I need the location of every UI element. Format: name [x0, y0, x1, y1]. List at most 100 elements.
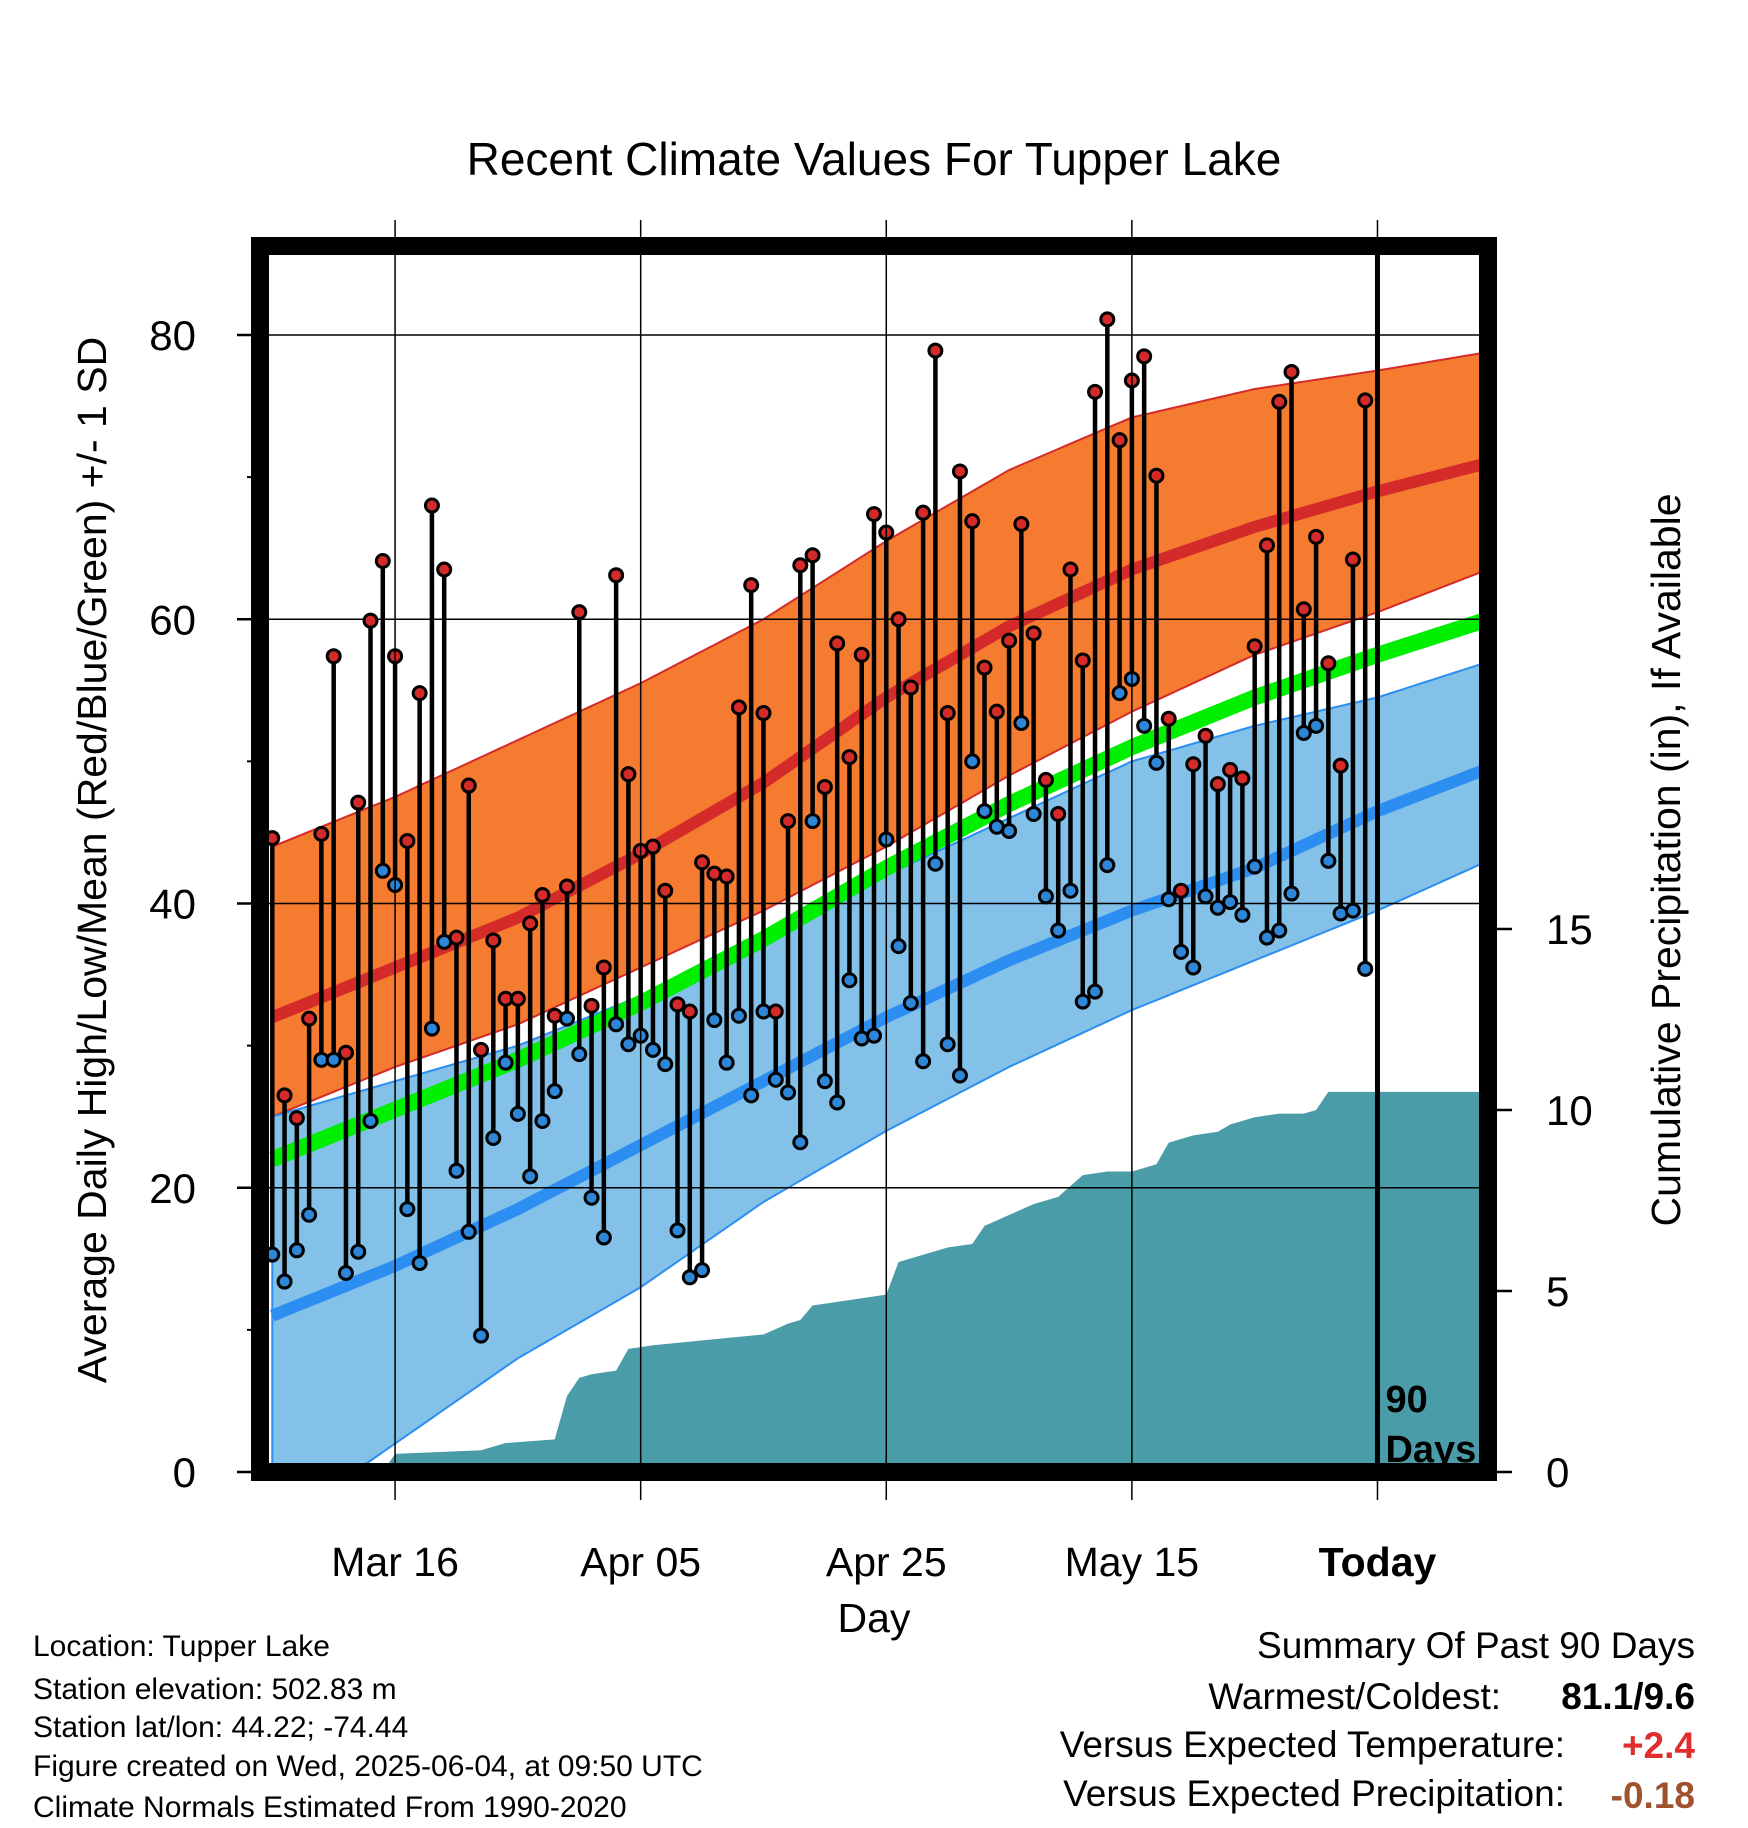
daily-high-point — [509, 990, 526, 1007]
daily-high-point — [841, 749, 858, 766]
daily-low-point — [1271, 922, 1288, 939]
daily-high-point — [718, 868, 735, 885]
daily-high-point — [1222, 761, 1239, 778]
daily-low-point — [780, 1084, 797, 1101]
daily-high-point — [804, 547, 821, 564]
daily-low-point — [1344, 902, 1361, 919]
daily-low-point — [350, 1243, 367, 1260]
daily-low-point — [1111, 685, 1128, 702]
daily-low-point — [559, 1010, 575, 1027]
daily-high-point — [816, 778, 833, 795]
daily-high-point — [1037, 771, 1054, 788]
y-tick-label: 40 — [149, 881, 196, 928]
daily-low-point — [473, 1327, 490, 1344]
daily-low-point — [927, 855, 944, 872]
y2-tick-label: 0 — [1546, 1449, 1569, 1496]
daily-high-point — [964, 513, 981, 530]
daily-low-point — [743, 1087, 760, 1104]
latlon-text: Station lat/lon: 44.22; -74.44 — [33, 1711, 409, 1744]
daily-high-point — [1209, 776, 1226, 793]
normals-text: Climate Normals Estimated From 1990-2020 — [33, 1791, 627, 1824]
daily-high-point — [1136, 348, 1153, 365]
daily-low-point — [1050, 922, 1067, 939]
daily-low-point — [362, 1112, 379, 1129]
daily-high-point — [571, 604, 588, 621]
daily-low-point — [620, 1036, 637, 1053]
daily-high-point — [902, 679, 919, 696]
daily-high-point — [767, 1003, 784, 1020]
daily-high-point — [681, 1003, 698, 1020]
daily-high-point — [1025, 625, 1042, 642]
daily-high-point — [288, 1110, 305, 1127]
daily-high-point — [976, 659, 993, 676]
normal-mean-line — [269, 611, 1488, 1167]
daily-low-point — [534, 1112, 551, 1129]
normal-high-line — [270, 457, 1488, 1023]
daily-low-point — [1099, 857, 1116, 874]
daily-high-point — [988, 703, 1005, 720]
daily-low-point — [399, 1201, 416, 1218]
daily-high-point — [1308, 528, 1325, 545]
daily-low-point — [1246, 858, 1263, 875]
daily-low-point — [608, 1016, 625, 1033]
y2-axis-label: Cumulative Precipitation (in), If Availa… — [1643, 493, 1689, 1226]
daily-low-point — [792, 1134, 809, 1151]
y-tick-label: 60 — [149, 596, 196, 643]
daily-low-point — [1087, 983, 1104, 1000]
y2-tick-label: 15 — [1546, 906, 1593, 953]
daily-low-point — [583, 1189, 600, 1206]
daily-low-point — [976, 803, 993, 820]
daily-low-point — [730, 1007, 747, 1024]
y-tick-label: 80 — [149, 312, 196, 359]
daily-low-point — [337, 1265, 354, 1282]
plot-frame — [251, 237, 1497, 1481]
precip-label: Versus Expected Precipitation: — [1063, 1773, 1565, 1814]
y-tick-label: 0 — [173, 1449, 196, 1496]
daily-low-point — [485, 1130, 502, 1147]
daily-low-point — [374, 862, 391, 879]
daily-low-point — [1197, 888, 1214, 905]
daily-low-point — [902, 994, 919, 1011]
daily-high-point — [1357, 392, 1374, 409]
daily-high-point — [313, 825, 330, 842]
daily-high-point — [583, 997, 600, 1014]
x-tick-label: Today — [1319, 1539, 1437, 1585]
daily-high-point — [1295, 601, 1312, 618]
daily-low-point — [1357, 960, 1374, 977]
daily-low-point — [595, 1229, 612, 1246]
daily-low-point — [804, 813, 821, 830]
daily-low-point — [1185, 959, 1202, 976]
temp-value: +2.4 — [1621, 1725, 1695, 1766]
today-label: 90 — [1385, 1379, 1427, 1421]
daily-low-point — [1037, 888, 1054, 905]
daily-high-point — [1062, 561, 1079, 578]
daily-low-point — [890, 938, 907, 955]
daily-low-point — [1308, 717, 1325, 734]
daily-low-point — [951, 1067, 968, 1084]
y-tick-label: 20 — [149, 1165, 196, 1212]
daily-low-point — [767, 1071, 784, 1088]
daily-low-point — [1025, 805, 1042, 822]
daily-low-point — [657, 1056, 674, 1073]
daily-high-point — [436, 561, 453, 578]
summary-heading: Summary Of Past 90 Days — [1257, 1625, 1695, 1666]
daily-low-point — [1234, 906, 1251, 923]
daily-low-point — [460, 1223, 477, 1240]
daily-high-point — [1001, 632, 1018, 649]
y2-tick-label: 5 — [1546, 1268, 1569, 1315]
daily-high-point — [755, 705, 772, 722]
daily-high-point — [276, 1087, 293, 1104]
daily-high-point — [534, 886, 551, 903]
x-tick-label: May 15 — [1065, 1539, 1199, 1585]
daily-low-point — [423, 1020, 440, 1037]
daily-high-point — [1246, 638, 1263, 655]
daily-high-point — [337, 1044, 354, 1061]
daily-high-point — [362, 612, 379, 629]
daily-low-point — [939, 1036, 956, 1053]
daily-high-point — [448, 929, 465, 946]
daily-low-point — [964, 753, 981, 770]
x-axis-label: Day — [838, 1595, 911, 1641]
daily-high-point — [1283, 363, 1300, 380]
